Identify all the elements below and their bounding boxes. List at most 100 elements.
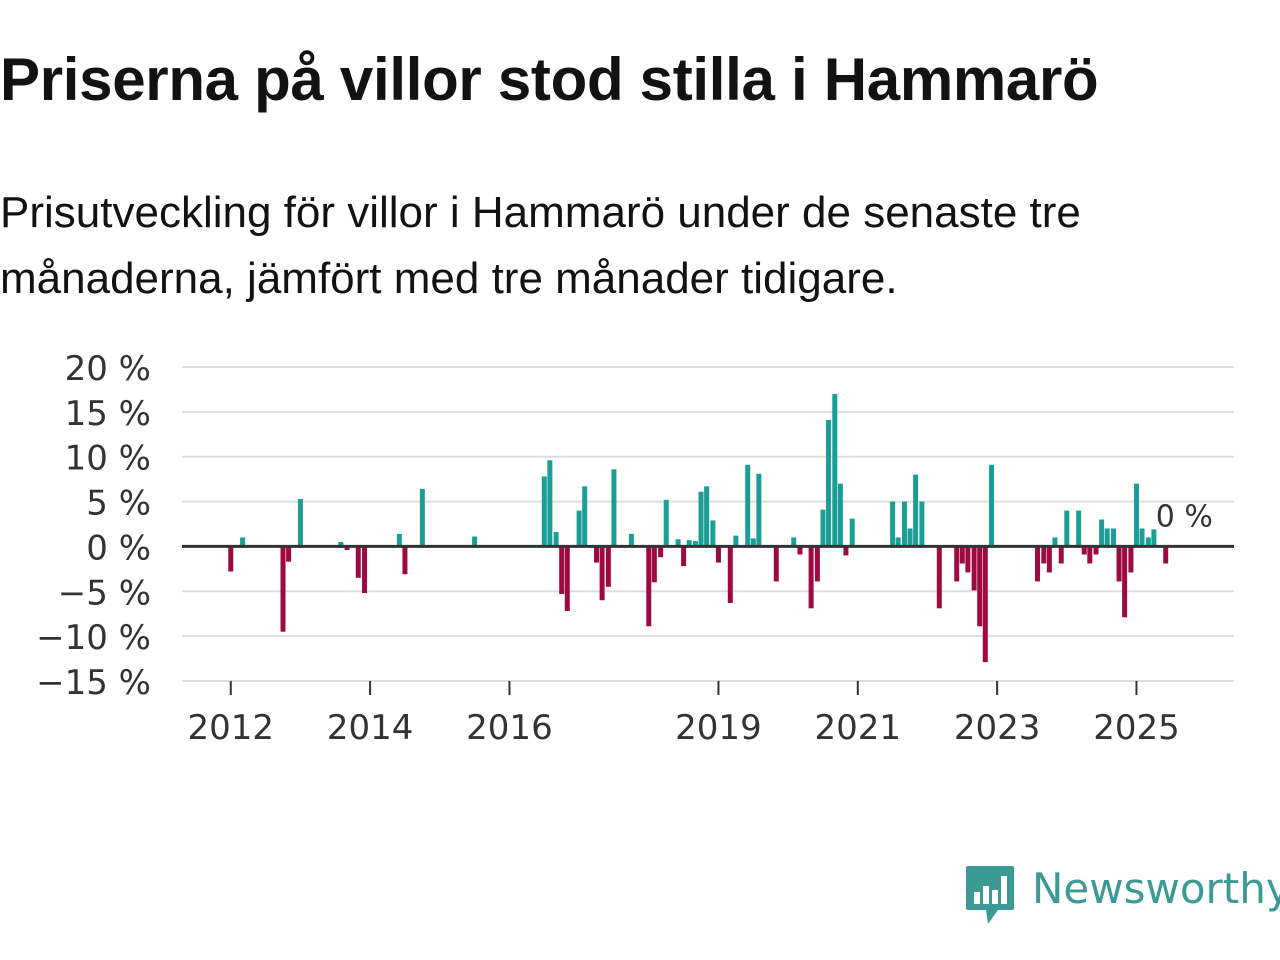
bar-positive [1110, 528, 1116, 547]
bar-positive [826, 419, 832, 547]
bar-positive [745, 464, 751, 547]
newsworthy-logo-icon [966, 866, 1014, 924]
bar-negative [808, 546, 814, 609]
last-value-label: 0 % [1156, 499, 1213, 534]
chart-subtitle: Prisutveckling för villor i Hammarö unde… [0, 188, 1081, 303]
bar-positive [1104, 528, 1110, 547]
x-tick-label: 2021 [815, 708, 902, 748]
bar-negative [814, 546, 820, 582]
bar-positive [907, 528, 913, 547]
bar-negative [1116, 546, 1122, 582]
x-axis: 2012 2014 2016 2019 2021 2023 2025 [188, 681, 1180, 748]
x-tick-label: 2016 [466, 708, 553, 748]
bar-negative [651, 546, 657, 583]
bar-positive [582, 486, 588, 547]
bar-negative [843, 546, 849, 556]
bar-negative [599, 546, 605, 601]
bar-positive [663, 499, 669, 547]
bar-positive [791, 537, 797, 547]
bar-positive [541, 476, 547, 547]
y-axis-labels: 20 % 15 % 10 % 5 %0 % −5 % −10 % −15 % [36, 349, 151, 703]
grid-lines [182, 366, 1234, 682]
bar-positive [832, 393, 838, 547]
bar-positive [472, 536, 478, 547]
x-tick-label: 2014 [327, 708, 414, 748]
bar-positive [901, 501, 907, 547]
bar-negative [1122, 546, 1128, 618]
bars [228, 393, 1169, 663]
bar-negative [605, 546, 611, 587]
bar-positive [1099, 519, 1105, 547]
bar-positive [419, 489, 425, 547]
bar-negative [1087, 546, 1093, 564]
y-tick-label: −5 % [58, 573, 151, 613]
bar-positive [1139, 528, 1145, 547]
bar-positive [913, 474, 919, 547]
bar-positive [396, 533, 402, 547]
bar-negative [954, 546, 960, 582]
bar-positive [890, 501, 896, 547]
bar-positive [1052, 537, 1058, 547]
chart-title: Priserna på villor stod stilla i Hammarö [0, 46, 1099, 113]
y-tick-label: −15 % [36, 663, 151, 703]
bar-positive [698, 491, 704, 547]
bar-negative [594, 546, 600, 563]
bar-negative [1046, 546, 1052, 573]
bar-negative [1041, 546, 1047, 564]
bar-negative [959, 546, 965, 564]
bar-positive [1076, 510, 1082, 547]
bar-negative [773, 546, 779, 582]
bar-positive [704, 486, 710, 547]
bar-positive [338, 541, 344, 547]
y-tick-label: 10 % [65, 439, 151, 479]
bar-positive [553, 532, 559, 547]
bar-negative [559, 546, 565, 594]
y-tick-label: 15 % [65, 394, 151, 434]
x-tick-label: 2025 [1093, 708, 1180, 748]
bar-negative [681, 546, 687, 567]
bar-negative [355, 546, 361, 578]
bar-negative [1058, 546, 1064, 564]
y-tick-label: 20 % [65, 349, 151, 389]
bar-chart: 20 %15 %10 %5 %0 %−5 %−10 %−15 % 2012 201… [36, 349, 1234, 748]
bar-positive [750, 538, 756, 547]
bar-negative [228, 546, 234, 572]
bar-negative [286, 546, 292, 562]
newsworthy-logo-text: Newsworthy [1032, 864, 1280, 913]
bar-positive [733, 535, 739, 547]
bar-negative [564, 546, 570, 612]
bar-negative [280, 546, 286, 632]
bar-positive [628, 533, 634, 547]
bar-negative [1093, 546, 1099, 555]
bar-negative [1035, 546, 1041, 582]
bar-positive [1133, 483, 1139, 547]
bar-positive [611, 469, 617, 547]
bar-positive [1064, 510, 1070, 547]
bar-negative [362, 546, 368, 594]
data-labels: 0 % [1156, 499, 1213, 534]
bar-positive [837, 483, 843, 547]
bar-negative [344, 546, 350, 551]
x-tick-label: 2023 [954, 708, 1041, 748]
bar-negative [797, 546, 803, 555]
bar-positive [989, 464, 995, 547]
y-tick-label: 5 % [86, 484, 151, 524]
bar-positive [710, 520, 716, 547]
bar-positive [576, 510, 582, 547]
bar-positive [1145, 537, 1151, 547]
bar-negative [965, 546, 971, 573]
bar-positive [675, 539, 681, 547]
bar-positive [240, 537, 246, 547]
bar-negative [727, 546, 733, 603]
bar-positive [895, 537, 901, 547]
bar-positive [1151, 529, 1157, 547]
x-tick-label: 2012 [188, 708, 275, 748]
bar-positive [692, 541, 698, 547]
x-tick-label: 2019 [675, 708, 762, 748]
bar-positive [820, 509, 826, 547]
bar-negative [1128, 546, 1134, 573]
bar-negative [1163, 546, 1169, 564]
bar-negative [971, 546, 977, 591]
y-tick-label: −10 % [36, 618, 151, 658]
newsworthy-logo[interactable]: Newsworthy [964, 864, 1280, 926]
